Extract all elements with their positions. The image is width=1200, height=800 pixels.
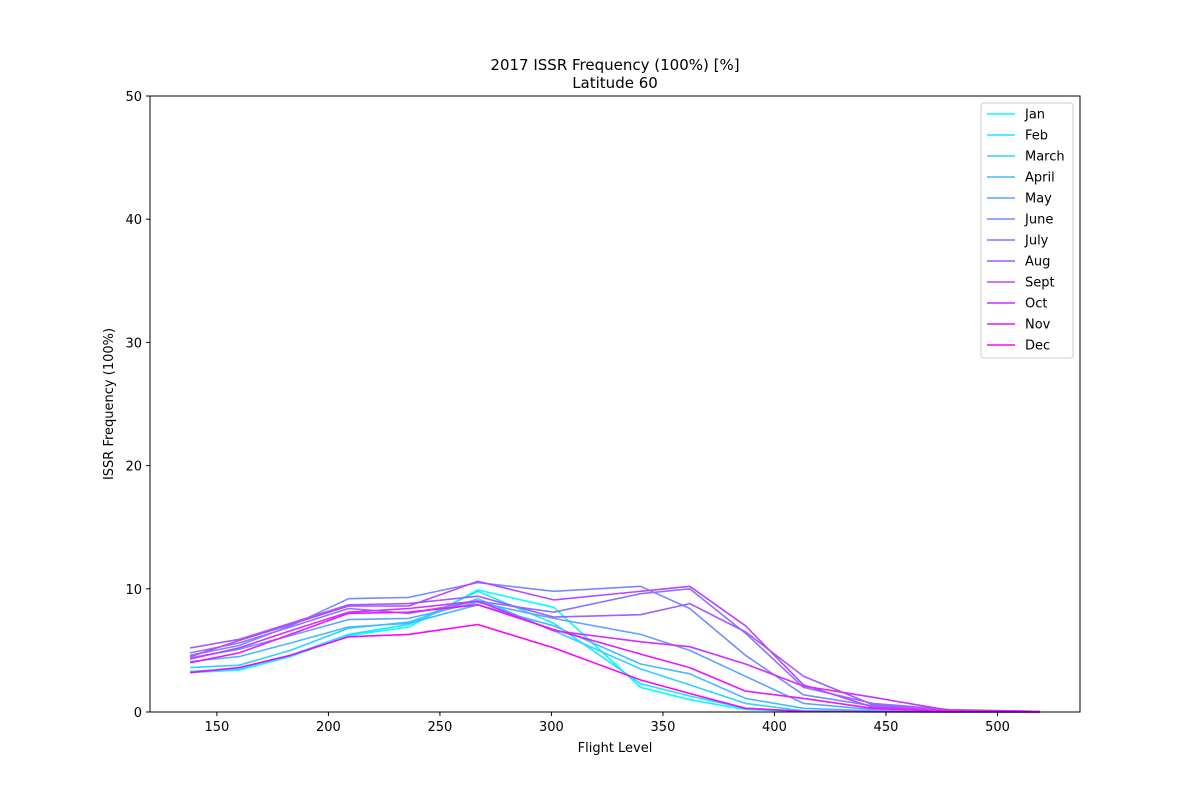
legend-label: Oct (1025, 297, 1047, 312)
y-tick-label: 50 (125, 90, 142, 105)
series-line-nov (189, 603, 1040, 713)
x-axis-label: Flight Level (578, 741, 653, 756)
x-tick-label: 400 (762, 720, 787, 735)
series-line-aug (189, 595, 1040, 713)
series-line-feb (190, 590, 1040, 713)
series-line-sept (189, 580, 1040, 713)
y-tick-label: 0 (134, 706, 142, 721)
series-layer (189, 580, 1040, 713)
y-tick-label: 10 (125, 583, 142, 598)
legend-frame (980, 102, 1074, 359)
x-axis: 150 200 250 300 350 400 450 500 (204, 712, 1010, 735)
x-tick-label: 300 (539, 720, 564, 735)
series-line-july (189, 587, 1040, 713)
chart-title: 2017 ISSR Frequency (100%) [%] (490, 56, 739, 74)
legend: Jan Feb March April May June July Aug Sept Oct Nov… (980, 102, 1074, 359)
y-tick-label: 30 (125, 336, 142, 351)
x-tick-label: 150 (204, 720, 229, 735)
legend-label: Aug (1025, 255, 1050, 270)
series-line-may (189, 601, 1040, 713)
y-tick-label: 20 (125, 460, 142, 475)
legend-label: Jan (1024, 108, 1045, 123)
legend-label: March (1025, 150, 1065, 165)
y-axis-label: ISSR Frequency (100%) (102, 328, 117, 480)
legend-label: Feb (1025, 129, 1048, 144)
series-line-dec (190, 623, 1040, 713)
legend-label: May (1025, 192, 1052, 207)
series-line-oct (189, 600, 1040, 713)
x-tick-label: 450 (874, 720, 899, 735)
x-tick-label: 350 (651, 720, 676, 735)
legend-label: Dec (1025, 339, 1050, 354)
plot-frame (149, 95, 1081, 713)
legend-label: July (1024, 234, 1049, 249)
legend-label: April (1025, 171, 1055, 186)
y-axis: 0 10 20 30 40 50 (125, 90, 150, 721)
legend-label: June (1024, 213, 1053, 228)
x-tick-label: 250 (428, 720, 453, 735)
y-tick-label: 40 (125, 213, 142, 228)
legend-label: Nov (1025, 318, 1051, 333)
x-tick-label: 200 (316, 720, 341, 735)
series-line-jan (190, 589, 1040, 713)
chart-subtitle: Latitude 60 (572, 74, 658, 92)
legend-label: Sept (1025, 276, 1055, 291)
x-tick-label: 500 (985, 720, 1010, 735)
series-line-april (190, 603, 1040, 713)
